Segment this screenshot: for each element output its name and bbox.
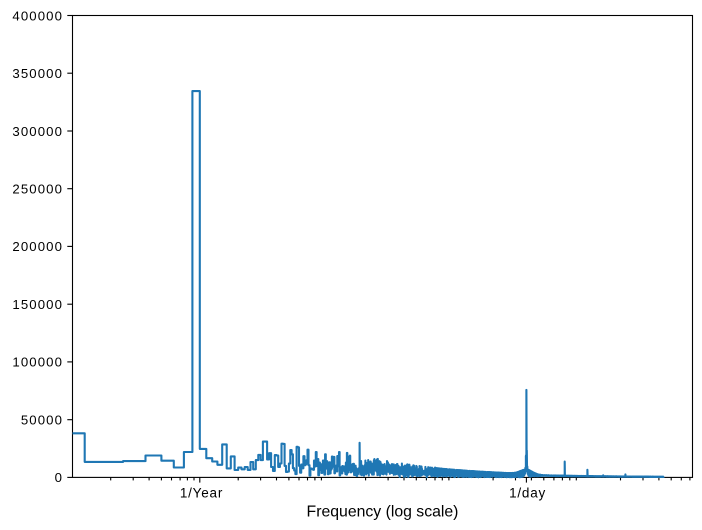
svg-text:150000: 150000 xyxy=(12,297,63,312)
svg-text:400000: 400000 xyxy=(12,8,63,23)
svg-text:350000: 350000 xyxy=(12,66,63,81)
svg-text:0: 0 xyxy=(55,470,63,485)
svg-text:Frequency (log scale): Frequency (log scale) xyxy=(307,503,459,520)
svg-text:1/day: 1/day xyxy=(509,485,546,500)
svg-text:250000: 250000 xyxy=(12,182,63,197)
svg-text:1/Year: 1/Year xyxy=(180,485,223,500)
svg-text:100000: 100000 xyxy=(12,355,63,370)
svg-text:50000: 50000 xyxy=(21,413,63,428)
svg-text:200000: 200000 xyxy=(12,239,63,254)
svg-text:300000: 300000 xyxy=(12,124,63,139)
